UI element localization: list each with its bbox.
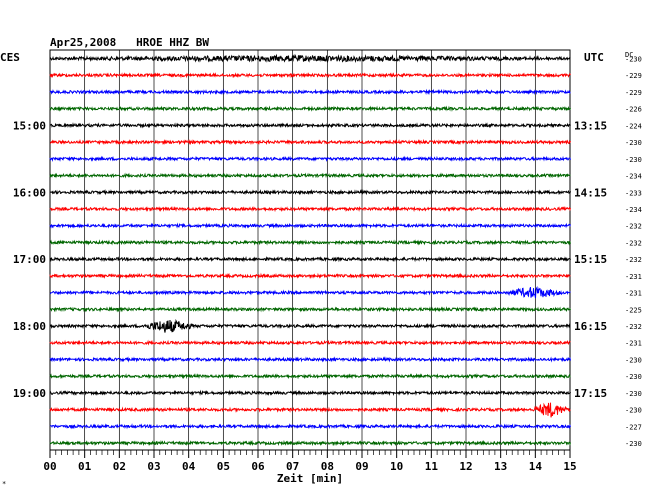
x-tick-label: 13 (494, 460, 507, 473)
plot-grid (49, 49, 571, 451)
x-axis: 00 01 02 03 04 05 06 07 08 09 10 11 12 13 14 15 (43, 450, 577, 473)
chart-title: Apr25,2008 HROE HHZ BW (50, 36, 209, 49)
seismic-trace (49, 88, 571, 96)
dc-offset-label: -232 (625, 239, 642, 247)
x-tick-label: 02 (113, 460, 126, 473)
dc-offset-label: -233 (625, 189, 642, 197)
seismic-trace (49, 356, 571, 363)
dc-offset-label: -227 (625, 423, 642, 431)
x-tick-label: 06 (251, 460, 265, 473)
plot-frame (49, 49, 571, 451)
seismic-trace (49, 423, 571, 430)
dc-offset-label: -231 (625, 340, 642, 348)
seismic-trace (49, 272, 571, 280)
dc-offset-label: -231 (625, 273, 642, 281)
seismic-trace (50, 138, 571, 146)
right-timezone-label: UTC (584, 51, 604, 64)
x-axis-title: Zeit [min] (277, 472, 343, 485)
dc-offset-labels: -230 -229 -229 -226 -224 -230 -230 -234 -233 -234… (625, 56, 642, 449)
left-time-label: 16:00 (13, 186, 46, 199)
corner-mark: * (2, 480, 6, 488)
seismic-trace (49, 318, 571, 333)
x-tick-label: 00 (43, 460, 56, 473)
seismic-trace (49, 53, 571, 63)
x-tick-label: 01 (78, 460, 92, 473)
left-time-label: 19:00 (13, 387, 46, 400)
dc-label: DC (625, 51, 633, 59)
dc-offset-label: -230 (625, 356, 642, 364)
dc-offset-label: -224 (625, 122, 642, 130)
seismic-trace (49, 402, 571, 418)
x-tick-label: 09 (355, 460, 368, 473)
seismic-trace (49, 439, 571, 447)
x-tick-label: 04 (182, 460, 196, 473)
left-time-label: 17:00 (13, 253, 46, 266)
dc-offset-label: -230 (625, 407, 642, 415)
left-timezone-label: CES (0, 51, 20, 64)
dc-offset-label: -232 (625, 323, 642, 331)
seismic-trace (49, 205, 571, 213)
dc-offset-label: -230 (625, 139, 642, 147)
right-time-label: 17:15 (574, 387, 607, 400)
right-time-label: 16:15 (574, 320, 607, 333)
x-tick-label: 12 (459, 460, 472, 473)
seismic-traces (49, 53, 571, 447)
seismic-trace (49, 339, 571, 346)
dc-offset-label: -230 (625, 440, 642, 448)
x-tick-label: 10 (390, 460, 403, 473)
dc-offset-label: -230 (625, 373, 642, 381)
dc-offset-label: -234 (625, 206, 642, 214)
seismic-trace (49, 389, 571, 397)
seismic-trace (49, 255, 571, 263)
seismic-trace (49, 72, 571, 79)
x-tick-label: 14 (529, 460, 543, 473)
seismic-trace (49, 122, 571, 129)
dc-offset-label: -230 (625, 56, 642, 64)
left-time-labels: 15:00 16:00 17:00 18:00 19:00 (13, 119, 46, 400)
left-time-label: 18:00 (13, 320, 46, 333)
seismic-trace (49, 306, 571, 313)
seismic-trace (49, 172, 571, 179)
dc-offset-label: -226 (625, 106, 642, 114)
x-tick-label: 08 (321, 460, 334, 473)
dc-offset-label: -234 (625, 173, 642, 181)
x-tick-label: 15 (563, 460, 576, 473)
x-tick-label: 03 (147, 460, 160, 473)
dc-offset-label: -230 (625, 390, 642, 398)
right-time-labels: 13:15 14:15 15:15 16:15 17:15 (574, 119, 607, 400)
seismic-trace (49, 155, 571, 163)
x-tick-label: 07 (286, 460, 299, 473)
x-tick-label: 05 (217, 460, 230, 473)
dc-offset-label: -229 (625, 72, 642, 80)
right-time-label: 15:15 (574, 253, 607, 266)
dc-offset-label: -231 (625, 290, 642, 298)
dc-offset-label: -232 (625, 256, 642, 264)
dc-offset-label: -230 (625, 156, 642, 164)
right-time-label: 14:15 (574, 186, 607, 199)
seismic-trace (49, 285, 571, 299)
seismic-trace (49, 189, 571, 196)
seismic-trace (49, 105, 571, 112)
x-tick-label: 11 (425, 460, 439, 473)
seismic-trace (49, 222, 571, 229)
dc-offset-label: -225 (625, 306, 642, 314)
seismic-trace (49, 239, 571, 246)
right-time-label: 13:15 (574, 119, 607, 132)
left-time-label: 15:00 (13, 119, 46, 132)
seismic-trace (49, 373, 571, 380)
dc-offset-label: -229 (625, 89, 642, 97)
dc-offset-label: -232 (625, 223, 642, 231)
